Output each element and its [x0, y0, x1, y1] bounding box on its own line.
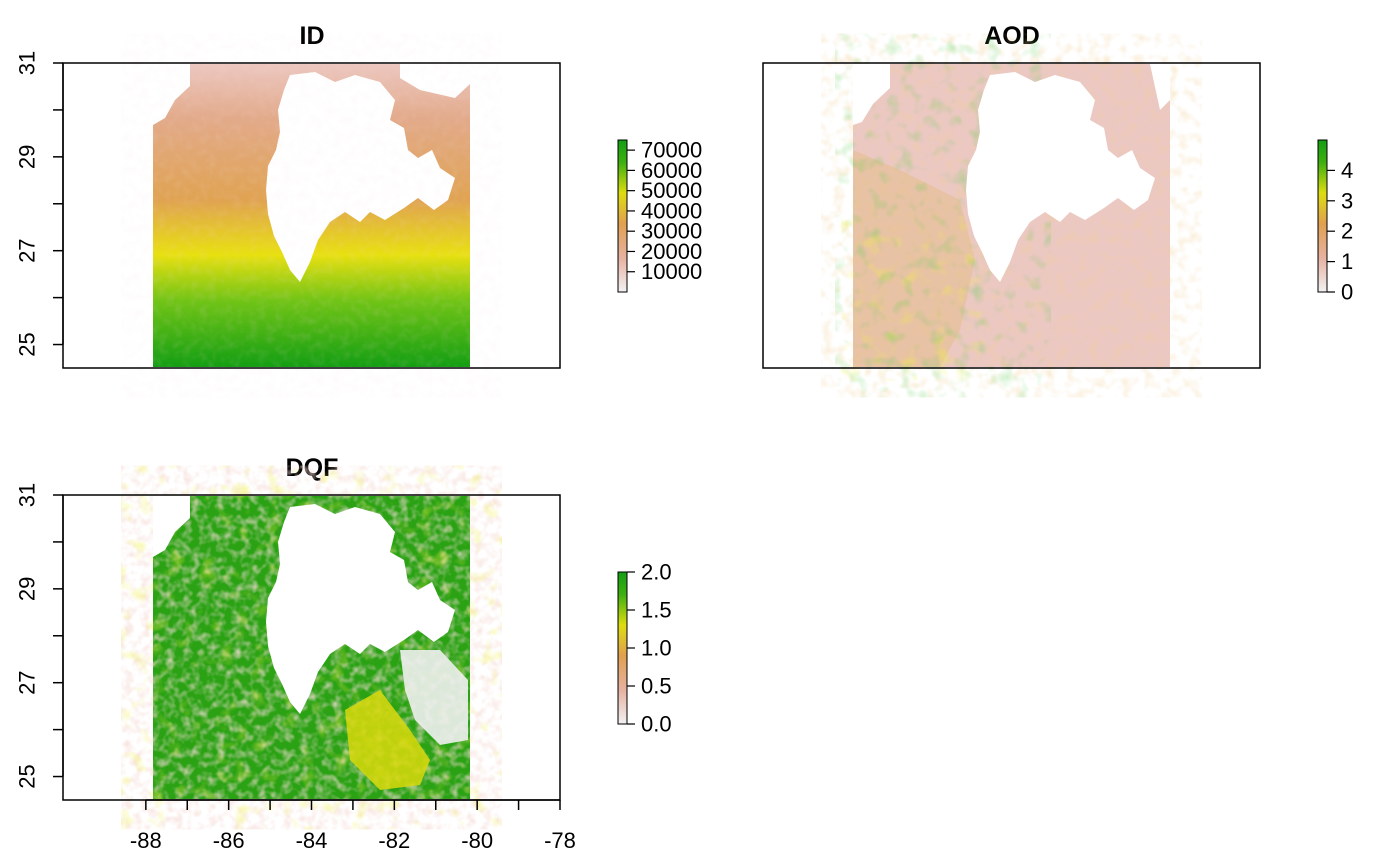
- raster-yellow-band-dqf: [345, 690, 430, 790]
- panel-dqf: DQF 25 27 29 31 -88 -86 -84 -82 -80 -78 2.0 1.5 1.…: [15, 454, 672, 853]
- raster-aod: [853, 64, 1170, 367]
- plot-frame-aod: [762, 62, 1261, 369]
- legend-bar-aod: [1317, 139, 1328, 293]
- x-tick-label: -78: [544, 828, 576, 853]
- legend-label: 4: [1341, 158, 1353, 183]
- legend-aod: 4 3 2 1 0: [1317, 139, 1353, 305]
- legend-label: 60000: [641, 158, 702, 183]
- y-axis-id: 25 27 29 31: [15, 51, 64, 357]
- y-tick-label: 29: [15, 145, 40, 169]
- legend-label: 40000: [641, 198, 702, 223]
- raster-nodata-top-right-aod: [1150, 64, 1170, 110]
- legend-label: 3: [1341, 188, 1353, 213]
- y-tick-label: 27: [15, 670, 40, 694]
- raster-nodata-corner-dqf: [153, 496, 190, 557]
- raster-speckle-id: [153, 64, 470, 367]
- raster-nodata-corner-aod: [853, 64, 890, 125]
- legend-label: 10000: [641, 259, 702, 284]
- legend-ticks-aod: 4 3 2 1 0: [1327, 158, 1353, 305]
- x-tick-label: -80: [461, 828, 493, 853]
- legend-label: 30000: [641, 219, 702, 244]
- y-tick-label: 25: [15, 332, 40, 356]
- x-tick-label: -82: [378, 828, 410, 853]
- legend-label: 20000: [641, 239, 702, 264]
- legend-label: 0.0: [641, 712, 672, 737]
- raster-nodata-cloud-dqf: [266, 504, 455, 714]
- y-axis-dqf: 25 27 29 31: [15, 483, 64, 789]
- legend-label: 2: [1341, 219, 1353, 244]
- y-tick-label: 31: [15, 483, 40, 507]
- legend-label: 1.5: [641, 598, 672, 623]
- legend-dqf: 2.0 1.5 1.0 0.5 0.0: [617, 560, 672, 737]
- y-tick-label: 27: [15, 238, 40, 262]
- legend-bar-dqf: [617, 571, 628, 725]
- panel-title-id: ID: [300, 22, 325, 50]
- panel-aod: AOD 4 3 2 1 0: [762, 22, 1353, 369]
- legend-label: 1.0: [641, 636, 672, 661]
- raster-id: [153, 64, 470, 367]
- legend-label: 0.5: [641, 674, 672, 699]
- legend-label: 70000: [641, 138, 702, 163]
- x-tick-label: -86: [213, 828, 245, 853]
- legend-bar-id: [617, 139, 628, 293]
- x-axis-dqf: -88 -86 -84 -82 -80 -78: [130, 799, 576, 853]
- raster-dqf: [153, 496, 470, 799]
- legend-label: 2.0: [641, 560, 672, 585]
- y-tick-label: 31: [15, 51, 40, 75]
- panel-id: ID 25 27 29 31 7000060000500004000030000200…: [15, 22, 702, 369]
- y-tick-label: 29: [15, 577, 40, 601]
- raster-nodata-cloud-aod: [966, 72, 1155, 282]
- legend-ticks-dqf: 2.0 1.5 1.0 0.5 0.0: [627, 560, 672, 737]
- panel-title-dqf: DQF: [286, 454, 339, 482]
- panel-title-aod: AOD: [984, 22, 1040, 50]
- x-tick-label: -84: [296, 828, 328, 853]
- legend-label: 0: [1341, 280, 1353, 305]
- y-tick-label: 25: [15, 764, 40, 788]
- x-tick-label: -88: [130, 828, 162, 853]
- legend-label: 1: [1341, 249, 1353, 274]
- legend-label: 50000: [641, 178, 702, 203]
- raster-light-region-dqf: [400, 650, 468, 745]
